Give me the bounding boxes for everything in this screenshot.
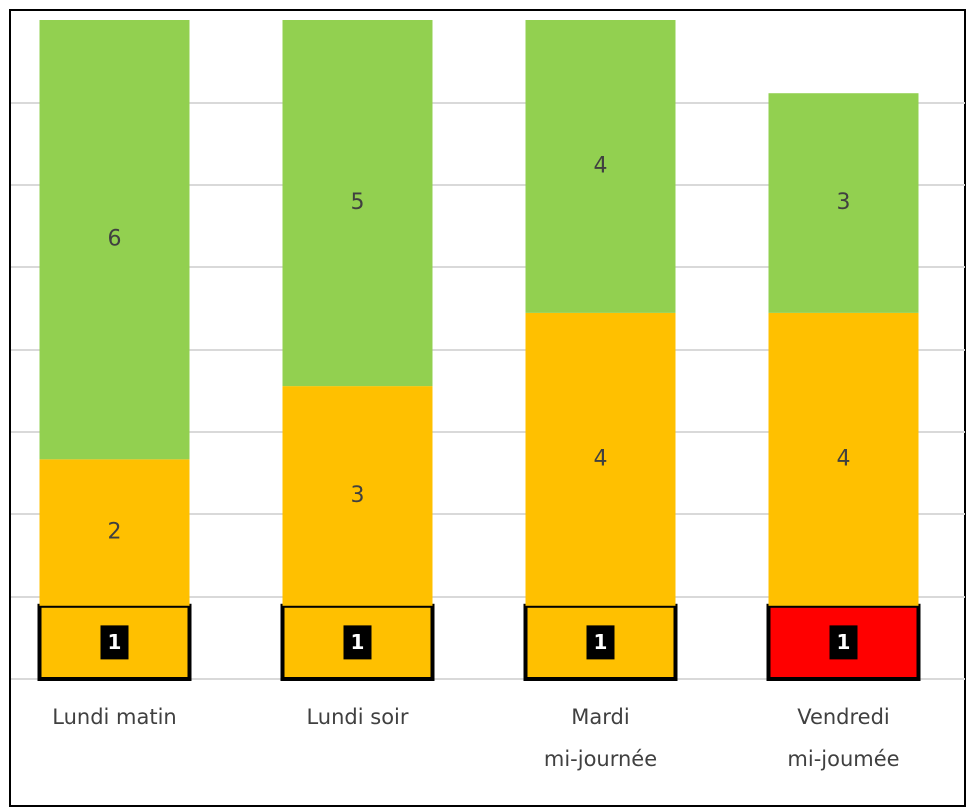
bar-segment — [282, 20, 433, 387]
x-tick-label: Lundi matin — [52, 705, 177, 729]
x-tick-label: Lundi soir — [306, 705, 408, 729]
data-label: 3 — [351, 483, 365, 508]
data-label: 1 — [594, 630, 608, 654]
data-label: 1 — [351, 630, 365, 654]
bar-segment — [768, 312, 919, 606]
x-tick-label: mi-journée — [544, 747, 657, 771]
data-label: 5 — [351, 190, 365, 215]
x-tick-label: Vendredi — [797, 705, 890, 729]
x-tick-label: mi-joumée — [787, 747, 899, 771]
label-box — [343, 625, 372, 660]
data-label: 4 — [594, 446, 608, 471]
bar-segment — [39, 20, 190, 460]
bar-segment — [525, 312, 676, 606]
data-label: 1 — [108, 630, 122, 654]
bar-segment — [282, 386, 433, 606]
bar-segment — [525, 20, 676, 313]
label-box — [586, 625, 615, 660]
label-box — [100, 625, 129, 660]
data-label: 4 — [837, 446, 851, 471]
data-label: 4 — [594, 153, 608, 178]
data-label: 6 — [108, 227, 122, 252]
bar-segment — [768, 93, 919, 313]
label-box — [829, 625, 858, 660]
x-tick-label: Mardi — [571, 705, 629, 729]
data-label: 1 — [837, 630, 851, 654]
bar-segment — [39, 459, 190, 606]
data-label: 3 — [837, 190, 851, 215]
data-label: 2 — [108, 520, 122, 545]
